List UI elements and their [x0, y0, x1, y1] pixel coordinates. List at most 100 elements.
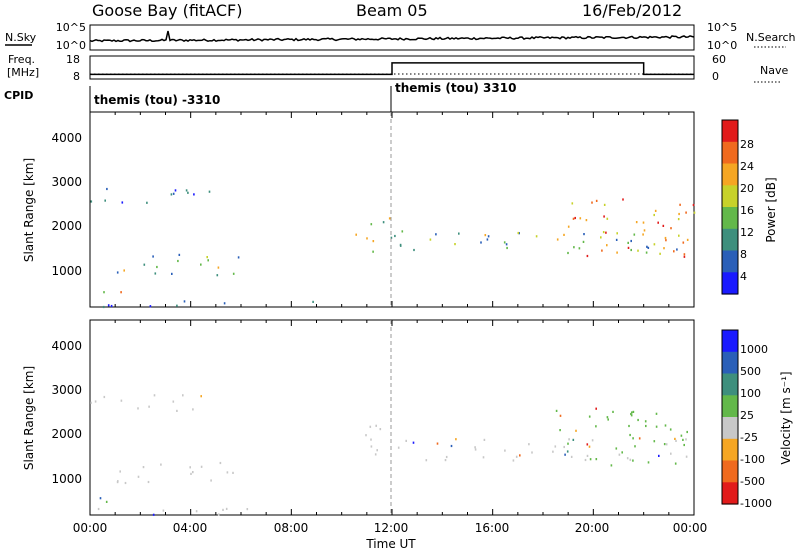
date-title: 16/Feb/2012 [582, 1, 682, 20]
data-pixel [458, 232, 460, 235]
data-pixel [369, 425, 372, 428]
data-pixel [616, 251, 618, 254]
data-pixel [503, 241, 506, 244]
data-pixel [405, 439, 407, 442]
data-pixel [517, 231, 520, 235]
data-pixel [183, 300, 186, 303]
data-pixel [571, 202, 574, 205]
data-pixel [632, 459, 634, 462]
data-pixel [654, 209, 657, 212]
data-pixel [487, 235, 490, 238]
data-pixel [670, 227, 672, 230]
data-pixel [137, 407, 139, 410]
data-pixel [683, 253, 686, 256]
data-pixel [90, 200, 93, 203]
data-pixel [192, 471, 194, 474]
data-pixel [634, 445, 636, 448]
data-pixel [412, 441, 415, 444]
freq-tick-top: 18 [66, 53, 80, 66]
power-cbar-tick-2: 8 [740, 248, 747, 261]
colorbar-swatch [722, 438, 738, 462]
data-pixel [627, 246, 630, 249]
data-pixel [683, 255, 686, 258]
x-axis-ticks [89, 112, 695, 515]
data-pixel [653, 243, 656, 246]
data-pixel [102, 305, 105, 309]
data-pixel [370, 445, 373, 448]
data-pixel [512, 459, 515, 462]
velocity-ytick-3: 3000 [51, 383, 82, 397]
data-pixel [670, 452, 672, 455]
colorbar-swatch [722, 120, 738, 143]
data-pixel [110, 304, 113, 308]
data-pixel [480, 241, 482, 244]
data-pixel [388, 217, 391, 220]
nsearch-label: N.Search [746, 31, 796, 44]
data-pixel [586, 254, 589, 258]
nsky-tick-bottom: 10^0 [56, 39, 86, 52]
data-pixel [147, 480, 150, 484]
xtick-6: 00:00 [673, 521, 708, 535]
colorbar-swatch [722, 482, 738, 505]
data-pixel [372, 240, 375, 243]
data-pixel [222, 508, 224, 511]
data-pixel [154, 272, 157, 275]
data-pixel [621, 451, 623, 454]
data-pixel [210, 479, 212, 482]
data-pixel [607, 418, 609, 421]
data-pixel [217, 266, 220, 269]
freq-label-1: Freq. [8, 53, 35, 66]
velocity-ytick-1: 1000 [51, 472, 82, 486]
colorbar-swatch [722, 330, 738, 353]
data-pixel [399, 244, 402, 247]
data-pixel [595, 199, 598, 202]
nave-tick-top: 60 [712, 53, 726, 66]
data-pixel [567, 251, 569, 255]
velocity-pixels [90, 394, 688, 516]
data-pixel [189, 466, 191, 469]
data-pixel [372, 250, 374, 253]
data-pixel [149, 305, 152, 308]
data-pixel [190, 472, 192, 475]
data-pixel [94, 400, 97, 403]
power-ytick-1: 1000 [51, 264, 82, 278]
nave-tick-bottom: 0 [712, 70, 719, 83]
data-pixel [172, 192, 175, 195]
data-pixel [575, 429, 577, 432]
power-cbar-tick-3: 12 [740, 226, 754, 239]
data-pixel [643, 229, 646, 232]
data-pixel [603, 215, 605, 218]
data-pixel [528, 443, 530, 446]
data-pixel [676, 248, 678, 251]
data-pixel [642, 221, 645, 224]
data-pixel [683, 443, 685, 447]
data-pixel [662, 224, 665, 227]
data-pixel [682, 241, 685, 244]
data-pixel [645, 424, 647, 428]
power-panel-frame [89, 111, 695, 308]
data-pixel [185, 189, 188, 192]
data-pixel [99, 497, 102, 500]
data-pixel [664, 236, 667, 240]
velocity-panel-frame [89, 319, 695, 516]
x-axis-label: Time UT [365, 537, 416, 551]
data-pixel [435, 233, 437, 236]
data-pixel [564, 453, 566, 456]
data-pixel [413, 248, 415, 252]
data-pixel [379, 428, 382, 431]
data-pixel [106, 187, 108, 191]
data-pixel [628, 424, 630, 428]
nsky-label: N.Sky [5, 31, 37, 44]
data-pixel [626, 457, 629, 460]
data-pixel [486, 238, 489, 241]
nsky-panel [89, 24, 695, 51]
data-pixel [579, 217, 582, 220]
data-pixel [143, 263, 146, 266]
data-pixel [653, 213, 655, 217]
velocity-cbar-label: Velocity [m s⁻¹] [779, 371, 793, 464]
data-pixel [574, 216, 576, 220]
data-pixel [174, 189, 177, 192]
velocity-ytick-2: 2000 [51, 427, 82, 441]
nsky-right-tick-top: 10^5 [707, 21, 737, 34]
data-pixel [116, 271, 119, 274]
